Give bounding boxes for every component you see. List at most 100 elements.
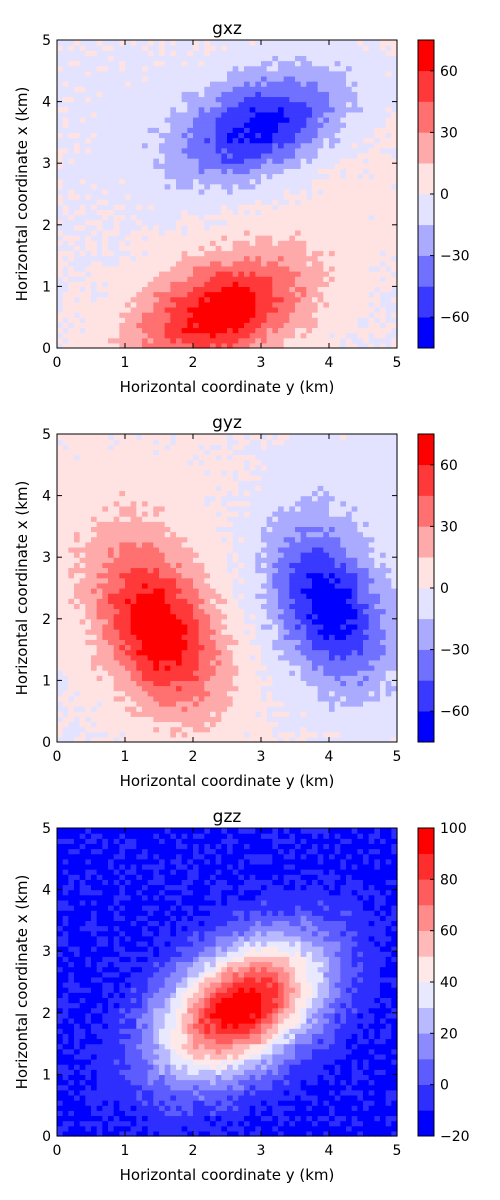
heatmap-cell — [159, 122, 166, 128]
heatmap-cell — [79, 695, 86, 702]
heatmap-cell — [176, 531, 183, 538]
heatmap-cell — [147, 152, 154, 159]
heatmap-cell — [283, 40, 290, 46]
heatmap-cell — [164, 199, 171, 205]
heatmap-cell — [57, 629, 64, 635]
heatmap-cell — [215, 132, 222, 139]
heatmap-cell — [261, 75, 268, 82]
heatmap-cell — [170, 163, 177, 169]
heatmap-cell — [340, 317, 347, 323]
heatmap-cell — [300, 337, 307, 344]
heatmap-cell — [346, 342, 353, 349]
heatmap-cell — [85, 639, 92, 646]
heatmap-cell — [351, 199, 358, 205]
heatmap-cell — [125, 255, 132, 262]
heatmap-cell — [363, 291, 370, 298]
heatmap-cell — [255, 50, 262, 56]
heatmap-cell — [85, 122, 92, 128]
heatmap-cell — [79, 731, 86, 738]
heatmap-cell — [74, 296, 81, 303]
heatmap-cell — [142, 45, 149, 51]
heatmap-cell — [244, 291, 251, 298]
heatmap-cell — [91, 639, 98, 646]
heatmap-cell — [85, 50, 92, 56]
heatmap-cell — [147, 700, 154, 707]
heatmap-cell — [164, 342, 171, 349]
heatmap-cell — [62, 716, 69, 723]
heatmap-cell — [79, 639, 86, 646]
heatmap-cell — [125, 235, 132, 241]
heatmap-cell — [108, 552, 115, 558]
heatmap-cell — [136, 439, 143, 445]
heatmap-cell — [170, 618, 177, 625]
heatmap-cell — [391, 332, 398, 339]
heatmap-cell — [300, 194, 307, 200]
heatmap-cell — [210, 312, 217, 318]
heatmap-cell — [289, 91, 296, 98]
heatmap-cell — [215, 60, 222, 67]
heatmap-cell — [153, 132, 160, 139]
heatmap-cell — [210, 132, 217, 139]
heatmap-cell — [187, 147, 194, 154]
heatmap-cell — [96, 291, 103, 298]
heatmap-cell — [340, 183, 347, 190]
heatmap-cell — [187, 188, 194, 195]
heatmap-cell — [159, 670, 166, 676]
heatmap-cell — [283, 271, 290, 277]
heatmap-cell — [193, 173, 200, 180]
heatmap-cell — [74, 490, 81, 497]
heatmap-cell — [249, 332, 256, 339]
heatmap-cell — [363, 111, 370, 118]
heatmap-cell — [261, 86, 268, 92]
heatmap-cell — [340, 188, 347, 195]
heatmap-cell — [300, 199, 307, 205]
heatmap-cell — [164, 439, 171, 445]
heatmap-cell — [170, 229, 177, 236]
heatmap-cell — [323, 281, 330, 287]
heatmap-cell — [374, 337, 381, 344]
heatmap-cell — [176, 81, 183, 87]
heatmap-cell — [278, 224, 285, 231]
heatmap-cell — [153, 158, 160, 164]
heatmap-cell — [91, 342, 98, 349]
heatmap-cell — [62, 45, 69, 51]
heatmap-cell — [329, 250, 336, 257]
heatmap-cell — [164, 531, 171, 538]
heatmap-cell — [153, 480, 160, 486]
heatmap-cell — [187, 142, 194, 149]
heatmap-cell — [147, 567, 154, 574]
heatmap-cell — [113, 731, 120, 738]
heatmap-cell — [391, 286, 398, 293]
heatmap-cell — [147, 665, 154, 671]
heatmap-cell — [232, 127, 239, 133]
heatmap-cell — [249, 240, 256, 246]
heatmap-cell — [204, 158, 211, 164]
heatmap-cell — [113, 444, 120, 450]
heatmap-cell — [91, 152, 98, 159]
heatmap-cell — [204, 152, 211, 159]
heatmap-cell — [317, 163, 324, 169]
heatmap-cell — [113, 726, 120, 733]
heatmap-cell — [136, 45, 143, 51]
heatmap-cell — [142, 439, 149, 445]
heatmap-cell — [272, 91, 279, 98]
heatmap-cell — [170, 199, 177, 205]
heatmap-cell — [312, 142, 319, 149]
heatmap-cell — [125, 706, 132, 712]
heatmap-cell — [278, 152, 285, 159]
heatmap-cell — [119, 147, 126, 154]
heatmap-cell — [289, 301, 296, 308]
heatmap-cell — [317, 65, 324, 72]
heatmap-cell — [91, 541, 98, 548]
heatmap-cell — [317, 91, 324, 98]
heatmap-cell — [323, 168, 330, 175]
heatmap-cell — [91, 183, 98, 190]
heatmap-cell — [181, 711, 188, 717]
heatmap-cell — [68, 55, 75, 62]
heatmap-cell — [159, 536, 166, 543]
heatmap-cell — [68, 721, 75, 728]
heatmap-cell — [300, 276, 307, 282]
heatmap-cell — [85, 337, 92, 344]
heatmap-cell — [227, 296, 234, 303]
heatmap-cell — [368, 91, 375, 98]
